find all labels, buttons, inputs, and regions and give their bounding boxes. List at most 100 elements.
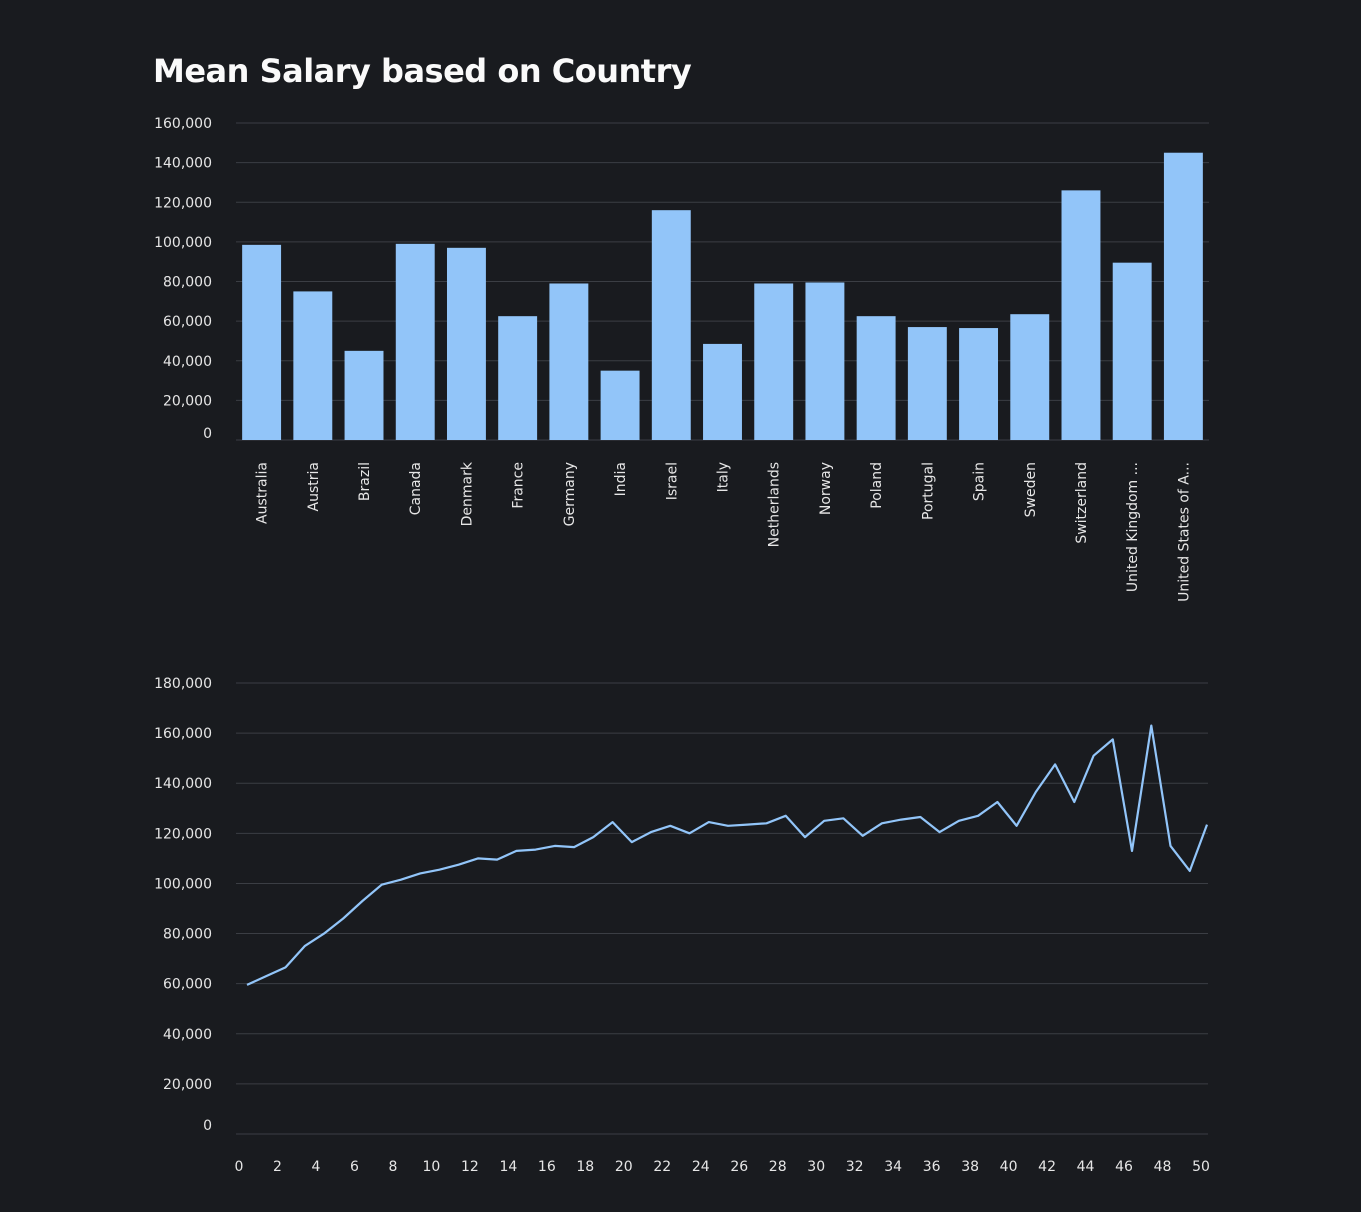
- bar-x-tick-label: United States of A...: [1176, 462, 1192, 602]
- line-point[interactable]: [1168, 843, 1174, 849]
- bar-x-tick-label: Brazil: [357, 462, 373, 501]
- line-point[interactable]: [571, 844, 577, 850]
- line-point[interactable]: [494, 857, 500, 863]
- line-point[interactable]: [860, 833, 866, 839]
- line-point[interactable]: [302, 943, 308, 949]
- line-x-tick-label: 26: [730, 1159, 748, 1175]
- line-x-tick-label: 44: [1077, 1159, 1095, 1175]
- bar-x-tick-label: Switzerland: [1074, 462, 1090, 544]
- line-point[interactable]: [1071, 799, 1077, 805]
- line-point[interactable]: [513, 848, 519, 854]
- bar[interactable]: [651, 210, 691, 440]
- line-point[interactable]: [610, 819, 616, 825]
- line-point[interactable]: [994, 799, 1000, 805]
- bar[interactable]: [907, 327, 947, 440]
- line-point[interactable]: [379, 882, 385, 888]
- bar[interactable]: [600, 370, 640, 440]
- line-x-tick-label: 12: [461, 1159, 479, 1175]
- line-point[interactable]: [629, 839, 635, 845]
- line-point[interactable]: [590, 834, 596, 840]
- bar-x-tick-label: Canada: [408, 462, 424, 515]
- line-y-tick-label: 100,000: [154, 876, 212, 892]
- line-point[interactable]: [1110, 736, 1116, 742]
- bar[interactable]: [856, 316, 896, 440]
- line-point[interactable]: [456, 862, 462, 868]
- bar[interactable]: [959, 328, 999, 440]
- line-point[interactable]: [1091, 753, 1097, 759]
- bar-y-tick-label: 140,000: [154, 156, 212, 172]
- line-point[interactable]: [340, 916, 346, 922]
- bar-y-tick-label: 160,000: [154, 116, 212, 132]
- line-series[interactable]: [246, 724, 1209, 986]
- line-point[interactable]: [821, 818, 827, 824]
- line-y-tick-label: 60,000: [163, 977, 212, 993]
- line-point[interactable]: [898, 817, 904, 823]
- line-x-tick-label: 46: [1115, 1159, 1133, 1175]
- line-point[interactable]: [1148, 723, 1154, 729]
- line-point[interactable]: [1052, 761, 1058, 767]
- line-point[interactable]: [263, 973, 269, 979]
- bar-x-tick-label: Sweden: [1023, 462, 1039, 517]
- line-point[interactable]: [763, 820, 769, 826]
- bar-x-tick-label: India: [613, 462, 629, 496]
- line-point[interactable]: [706, 819, 712, 825]
- line-point[interactable]: [917, 814, 923, 820]
- line-point[interactable]: [956, 818, 962, 824]
- line-x-tick-label: 36: [923, 1159, 941, 1175]
- line-point[interactable]: [667, 823, 673, 829]
- line-point[interactable]: [244, 982, 250, 988]
- line-point[interactable]: [783, 813, 789, 819]
- line-point[interactable]: [398, 877, 404, 883]
- line-x-tick-label: 18: [576, 1159, 594, 1175]
- line-point[interactable]: [840, 815, 846, 821]
- line-x-tick-label: 10: [422, 1159, 440, 1175]
- bar[interactable]: [498, 316, 538, 440]
- line-point[interactable]: [1187, 868, 1193, 874]
- line-point[interactable]: [417, 870, 423, 876]
- bar-x-tick-label: Italy: [716, 462, 732, 492]
- line-point[interactable]: [687, 830, 693, 836]
- line-chart: 0 20,000 40,000 60,000 80,000 100,000 120,000 1…: [154, 676, 1210, 1175]
- line-point[interactable]: [533, 847, 539, 853]
- bar[interactable]: [549, 283, 589, 440]
- line-x-tick-label: 0: [235, 1159, 244, 1175]
- line-point[interactable]: [1204, 822, 1210, 828]
- line-point[interactable]: [937, 829, 943, 835]
- line-point[interactable]: [744, 822, 750, 828]
- line-point[interactable]: [475, 855, 481, 861]
- bar[interactable]: [242, 244, 282, 440]
- bar[interactable]: [703, 343, 742, 440]
- bar[interactable]: [1061, 190, 1101, 440]
- line-point[interactable]: [725, 823, 731, 829]
- bar[interactable]: [1010, 314, 1050, 440]
- bar[interactable]: [754, 283, 794, 440]
- bar-x-tick-label: Denmark: [459, 461, 475, 526]
- line-point[interactable]: [879, 820, 885, 826]
- bar[interactable]: [1112, 262, 1152, 440]
- line-x-tick-label: 50: [1192, 1159, 1210, 1175]
- line-x-tick-label: 32: [846, 1159, 864, 1175]
- line-point[interactable]: [975, 813, 981, 819]
- line-point[interactable]: [648, 829, 654, 835]
- bar[interactable]: [1163, 152, 1203, 440]
- line-point[interactable]: [436, 867, 442, 873]
- bar-y-tick-label: 120,000: [154, 195, 212, 211]
- line-point[interactable]: [321, 931, 327, 937]
- bar[interactable]: [805, 282, 845, 440]
- line-x-tick-label: 22: [653, 1159, 671, 1175]
- line-point[interactable]: [1014, 823, 1020, 829]
- line-point[interactable]: [552, 843, 558, 849]
- line-point[interactable]: [802, 834, 808, 840]
- line-point[interactable]: [1129, 848, 1135, 854]
- line-point[interactable]: [359, 898, 365, 904]
- bar[interactable]: [293, 291, 333, 440]
- bar-x-tick-label: Israel: [664, 462, 680, 500]
- bar-y-tick-label: 60,000: [163, 314, 212, 330]
- line-point[interactable]: [282, 964, 288, 970]
- line-x-tick-label: 42: [1038, 1159, 1056, 1175]
- line-point[interactable]: [1033, 789, 1039, 795]
- bar[interactable]: [344, 350, 384, 440]
- line-x-tick-label: 30: [807, 1159, 825, 1175]
- bar[interactable]: [446, 247, 486, 440]
- bar[interactable]: [395, 243, 435, 440]
